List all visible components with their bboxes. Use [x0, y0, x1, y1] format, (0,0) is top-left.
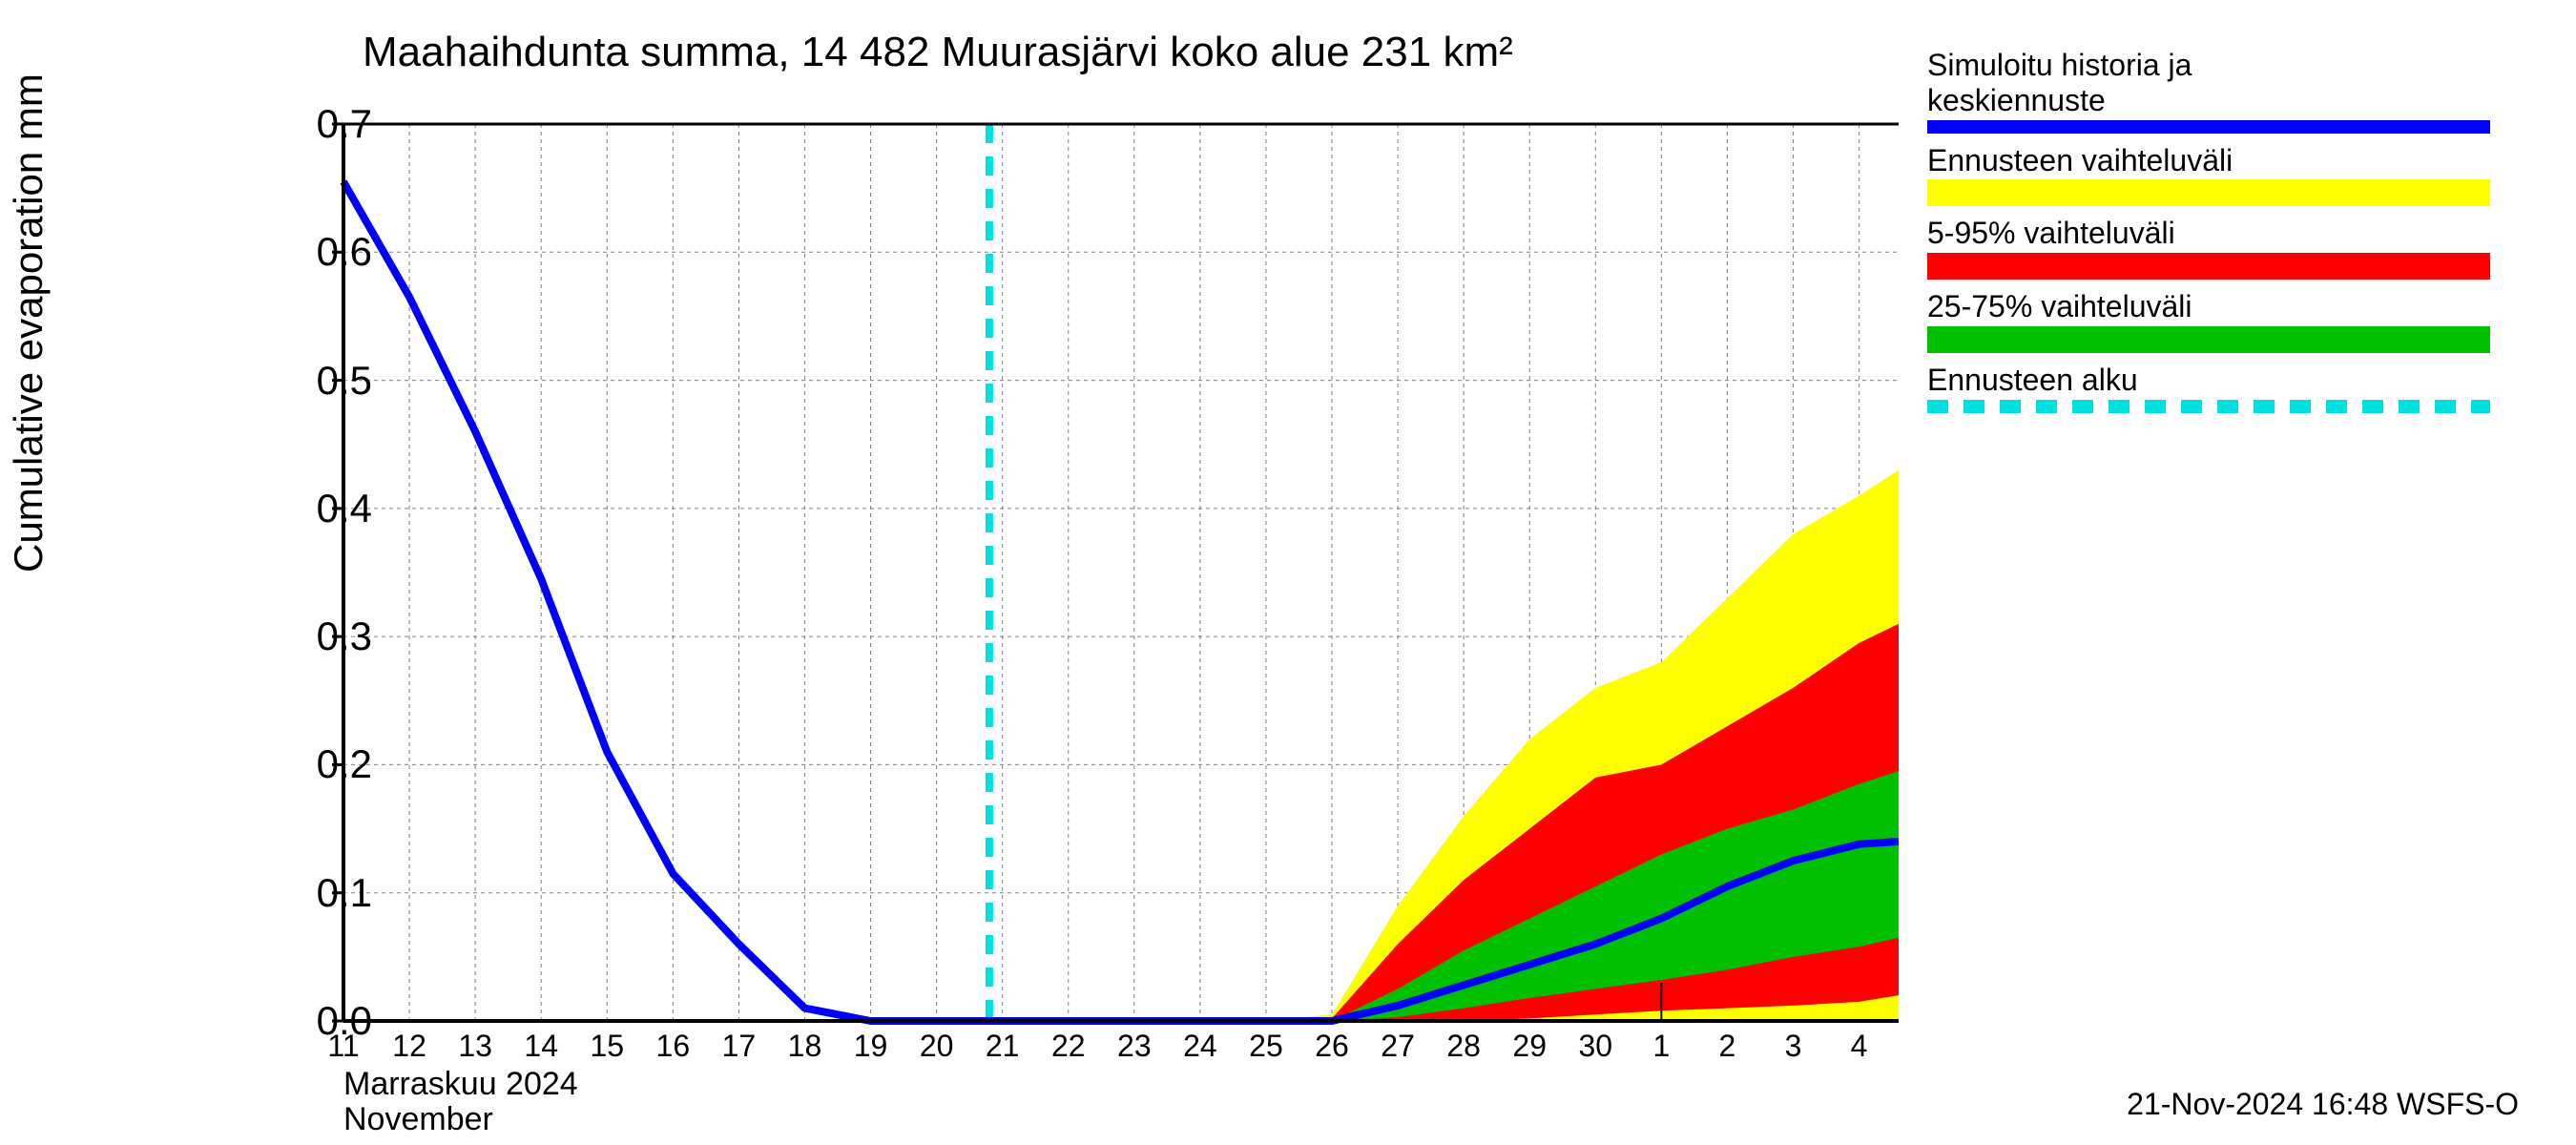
legend-label: Simuloitu historia ja keskiennuste: [1927, 48, 2509, 118]
legend-label: 5-95% vaihteluväli: [1927, 216, 2509, 251]
x-month-fi: Marraskuu 2024: [343, 1067, 578, 1102]
timestamp-label: 21-Nov-2024 16:48 WSFS-O: [2127, 1087, 2519, 1122]
x-tick-label: 16: [656, 1029, 691, 1064]
x-tick-label: 11: [327, 1029, 359, 1064]
x-tick-label: 12: [392, 1029, 426, 1064]
y-tick-label: 0.2: [317, 741, 372, 787]
y-axis-label: Cumulative evaporation mm: [6, 73, 52, 572]
x-tick-label: 26: [1315, 1029, 1349, 1064]
y-tick-label: 0.7: [317, 101, 372, 147]
legend-swatch: [1927, 400, 2490, 413]
x-tick-label: 21: [986, 1029, 1020, 1064]
x-tick-label: 30: [1578, 1029, 1612, 1064]
x-axis-month-label: Marraskuu 2024 November: [343, 1067, 578, 1138]
legend-swatch: [1927, 120, 2490, 134]
chart-container: Maahaihdunta summa, 14 482 Muurasjärvi k…: [0, 0, 2576, 1145]
x-tick-label: 27: [1381, 1029, 1415, 1064]
legend-item: 5-95% vaihteluväli: [1927, 216, 2509, 280]
x-tick-label: 19: [854, 1029, 888, 1064]
x-tick-label: 29: [1512, 1029, 1547, 1064]
legend-item: Ennusteen vaihteluväli: [1927, 143, 2509, 207]
y-tick-label: 0.6: [317, 229, 372, 275]
legend-swatch: [1927, 253, 2490, 280]
chart-title: Maahaihdunta summa, 14 482 Muurasjärvi k…: [363, 29, 1513, 76]
y-tick-label: 0.1: [317, 870, 372, 916]
legend-item: Ennusteen alku: [1927, 363, 2509, 413]
x-tick-label: 24: [1183, 1029, 1217, 1064]
y-tick-label: 0.5: [317, 358, 372, 404]
x-tick-label: 14: [524, 1029, 558, 1064]
legend-swatch: [1927, 326, 2490, 353]
x-tick-label: 17: [722, 1029, 757, 1064]
legend-swatch: [1927, 179, 2490, 206]
x-tick-label: 3: [1785, 1029, 1802, 1064]
x-tick-label: 2: [1719, 1029, 1736, 1064]
y-tick-label: 0.4: [317, 486, 372, 531]
x-tick-label: 23: [1117, 1029, 1152, 1064]
x-tick-label: 15: [590, 1029, 624, 1064]
y-tick-label: 0.3: [317, 614, 372, 659]
legend-label: 25-75% vaihteluväli: [1927, 289, 2509, 324]
x-tick-label: 18: [788, 1029, 822, 1064]
plot-svg: [343, 124, 1899, 1021]
x-tick-label: 22: [1051, 1029, 1086, 1064]
legend-item: Simuloitu historia ja keskiennuste: [1927, 48, 2509, 134]
x-tick-label: 1: [1652, 1029, 1670, 1064]
x-month-en: November: [343, 1102, 578, 1137]
plot-area: [343, 124, 1899, 1021]
legend-label: Ennusteen vaihteluväli: [1927, 143, 2509, 178]
legend: Simuloitu historia ja keskiennuste Ennust…: [1927, 48, 2509, 423]
x-tick-label: 13: [458, 1029, 492, 1064]
x-tick-label: 4: [1851, 1029, 1868, 1064]
legend-item: 25-75% vaihteluväli: [1927, 289, 2509, 353]
legend-label: Ennusteen alku: [1927, 363, 2509, 398]
x-tick-label: 28: [1446, 1029, 1481, 1064]
x-tick-label: 20: [920, 1029, 954, 1064]
x-tick-label: 25: [1249, 1029, 1283, 1064]
